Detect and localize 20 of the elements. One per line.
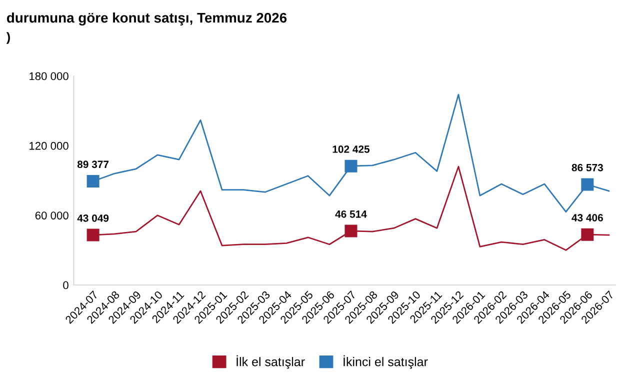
point bbox=[86, 228, 100, 242]
data-label: 43 049 bbox=[77, 214, 109, 222]
chart-subtitle: ) bbox=[6, 32, 10, 44]
data-label: 86 573 bbox=[572, 164, 603, 172]
data-label: 102 425 bbox=[332, 146, 370, 153]
y-tick-label: 60 000 bbox=[35, 212, 68, 220]
data-label: 46 514 bbox=[335, 210, 367, 218]
y-tick-label: 0 bbox=[63, 281, 68, 290]
y-tick-label: 180 000 bbox=[30, 72, 68, 80]
point bbox=[581, 178, 594, 191]
data-label: 89 377 bbox=[77, 160, 109, 168]
point bbox=[86, 174, 100, 188]
chart-title: durumuna göre konut satışı, Temmuz 2026 bbox=[6, 12, 287, 26]
data-label: 43 406 bbox=[572, 214, 603, 222]
legend-label: İkinci el satışlar bbox=[344, 355, 428, 369]
y-tick-label: 120 000 bbox=[30, 142, 68, 150]
point bbox=[344, 160, 358, 172]
legend-label: İlk el satışlar bbox=[236, 355, 305, 369]
point bbox=[344, 224, 358, 238]
point bbox=[581, 228, 594, 241]
